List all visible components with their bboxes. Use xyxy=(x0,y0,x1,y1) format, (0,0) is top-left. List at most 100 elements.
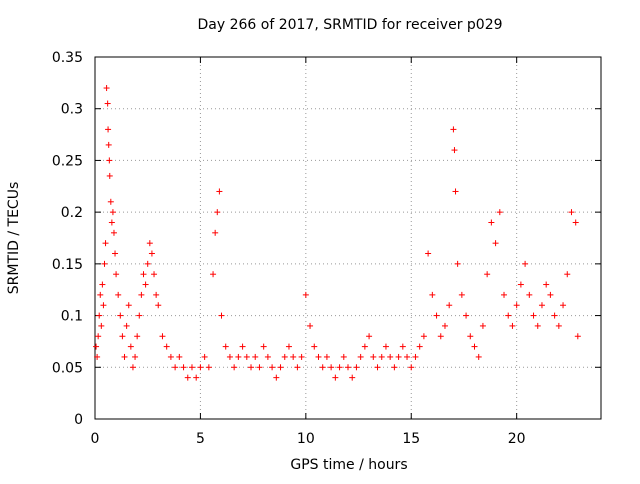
data-point xyxy=(425,250,432,257)
data-point xyxy=(99,281,106,288)
data-point xyxy=(345,364,351,371)
data-point xyxy=(201,353,208,360)
data-point xyxy=(153,291,160,298)
data-point xyxy=(450,126,457,133)
data-point xyxy=(488,219,495,226)
y-axis-label: SRMTID / TECUs xyxy=(6,182,22,295)
data-point xyxy=(353,364,360,371)
data-point xyxy=(530,312,537,319)
data-point xyxy=(433,312,440,319)
data-point xyxy=(294,364,301,371)
y-tick-label: 0.15 xyxy=(52,257,83,273)
data-point xyxy=(140,271,147,278)
y-tick-label: 0.05 xyxy=(52,360,83,376)
data-point xyxy=(134,333,141,340)
data-point xyxy=(290,353,297,360)
data-point xyxy=(349,374,356,381)
data-point xyxy=(103,85,110,92)
data-point xyxy=(142,281,149,288)
data-point xyxy=(505,312,512,319)
data-point xyxy=(534,322,541,329)
data-point xyxy=(218,312,225,319)
data-point xyxy=(184,374,191,381)
data-point xyxy=(106,157,113,164)
data-point xyxy=(420,333,427,340)
data-point xyxy=(106,172,113,179)
data-point xyxy=(222,343,229,350)
data-point xyxy=(441,322,448,329)
data-points xyxy=(93,85,581,381)
data-point xyxy=(361,343,368,350)
data-point xyxy=(167,353,174,360)
data-point xyxy=(117,312,124,319)
data-point xyxy=(110,229,117,236)
data-point xyxy=(475,353,482,360)
data-point xyxy=(370,353,377,360)
data-point xyxy=(311,343,318,350)
data-point xyxy=(323,353,330,360)
y-axis-tick-labels: 0 0.05 0.1 0.15 0.2 0.25 0.3 0.35 xyxy=(52,50,83,428)
x-axis-tick-labels: 0 5 10 15 20 xyxy=(91,431,526,447)
data-point xyxy=(378,353,385,360)
data-point xyxy=(451,147,458,154)
data-point xyxy=(408,364,415,371)
data-point xyxy=(104,100,111,107)
data-point xyxy=(113,271,120,278)
data-point xyxy=(404,353,411,360)
data-point xyxy=(205,364,212,371)
data-point xyxy=(188,364,195,371)
data-point xyxy=(155,302,162,309)
data-point xyxy=(235,353,242,360)
data-point xyxy=(298,353,305,360)
data-point xyxy=(109,209,116,216)
x-tick-label: 15 xyxy=(402,431,420,447)
data-point xyxy=(416,343,423,350)
data-point xyxy=(136,312,143,319)
data-point xyxy=(302,291,309,298)
data-point xyxy=(226,353,233,360)
data-point xyxy=(285,343,292,350)
data-point xyxy=(281,353,288,360)
data-point xyxy=(125,302,132,309)
data-point xyxy=(98,322,105,329)
data-point xyxy=(543,281,550,288)
data-point xyxy=(467,333,474,340)
data-point xyxy=(151,271,158,278)
data-point xyxy=(144,260,151,267)
data-point xyxy=(176,353,183,360)
data-point xyxy=(395,353,402,360)
data-point xyxy=(269,364,276,371)
data-point xyxy=(97,291,104,298)
data-point xyxy=(357,353,364,360)
data-point xyxy=(197,364,204,371)
data-point xyxy=(256,364,263,371)
y-tick-label: 0.1 xyxy=(61,309,83,325)
chart-title: Day 266 of 2017, SRMTID for receiver p02… xyxy=(197,17,502,33)
data-point xyxy=(315,353,322,360)
data-point xyxy=(332,374,339,381)
data-point xyxy=(146,240,153,247)
data-point xyxy=(551,312,558,319)
data-point xyxy=(366,333,373,340)
data-point xyxy=(479,322,486,329)
data-point xyxy=(463,312,470,319)
data-point xyxy=(115,291,122,298)
data-point xyxy=(239,343,246,350)
data-point xyxy=(387,353,394,360)
data-point xyxy=(471,343,478,350)
data-point xyxy=(564,271,571,278)
data-point xyxy=(95,333,102,340)
data-point xyxy=(452,188,459,195)
data-point xyxy=(100,302,107,309)
x-tick-label: 0 xyxy=(91,431,100,447)
data-point xyxy=(522,260,529,267)
data-point xyxy=(148,250,155,257)
data-point xyxy=(102,240,109,247)
data-point xyxy=(382,343,389,350)
y-tick-label: 0.3 xyxy=(61,102,83,118)
data-point xyxy=(163,343,170,350)
data-point xyxy=(319,364,326,371)
data-point xyxy=(547,291,554,298)
data-point xyxy=(243,353,250,360)
plot-frame xyxy=(94,56,602,420)
